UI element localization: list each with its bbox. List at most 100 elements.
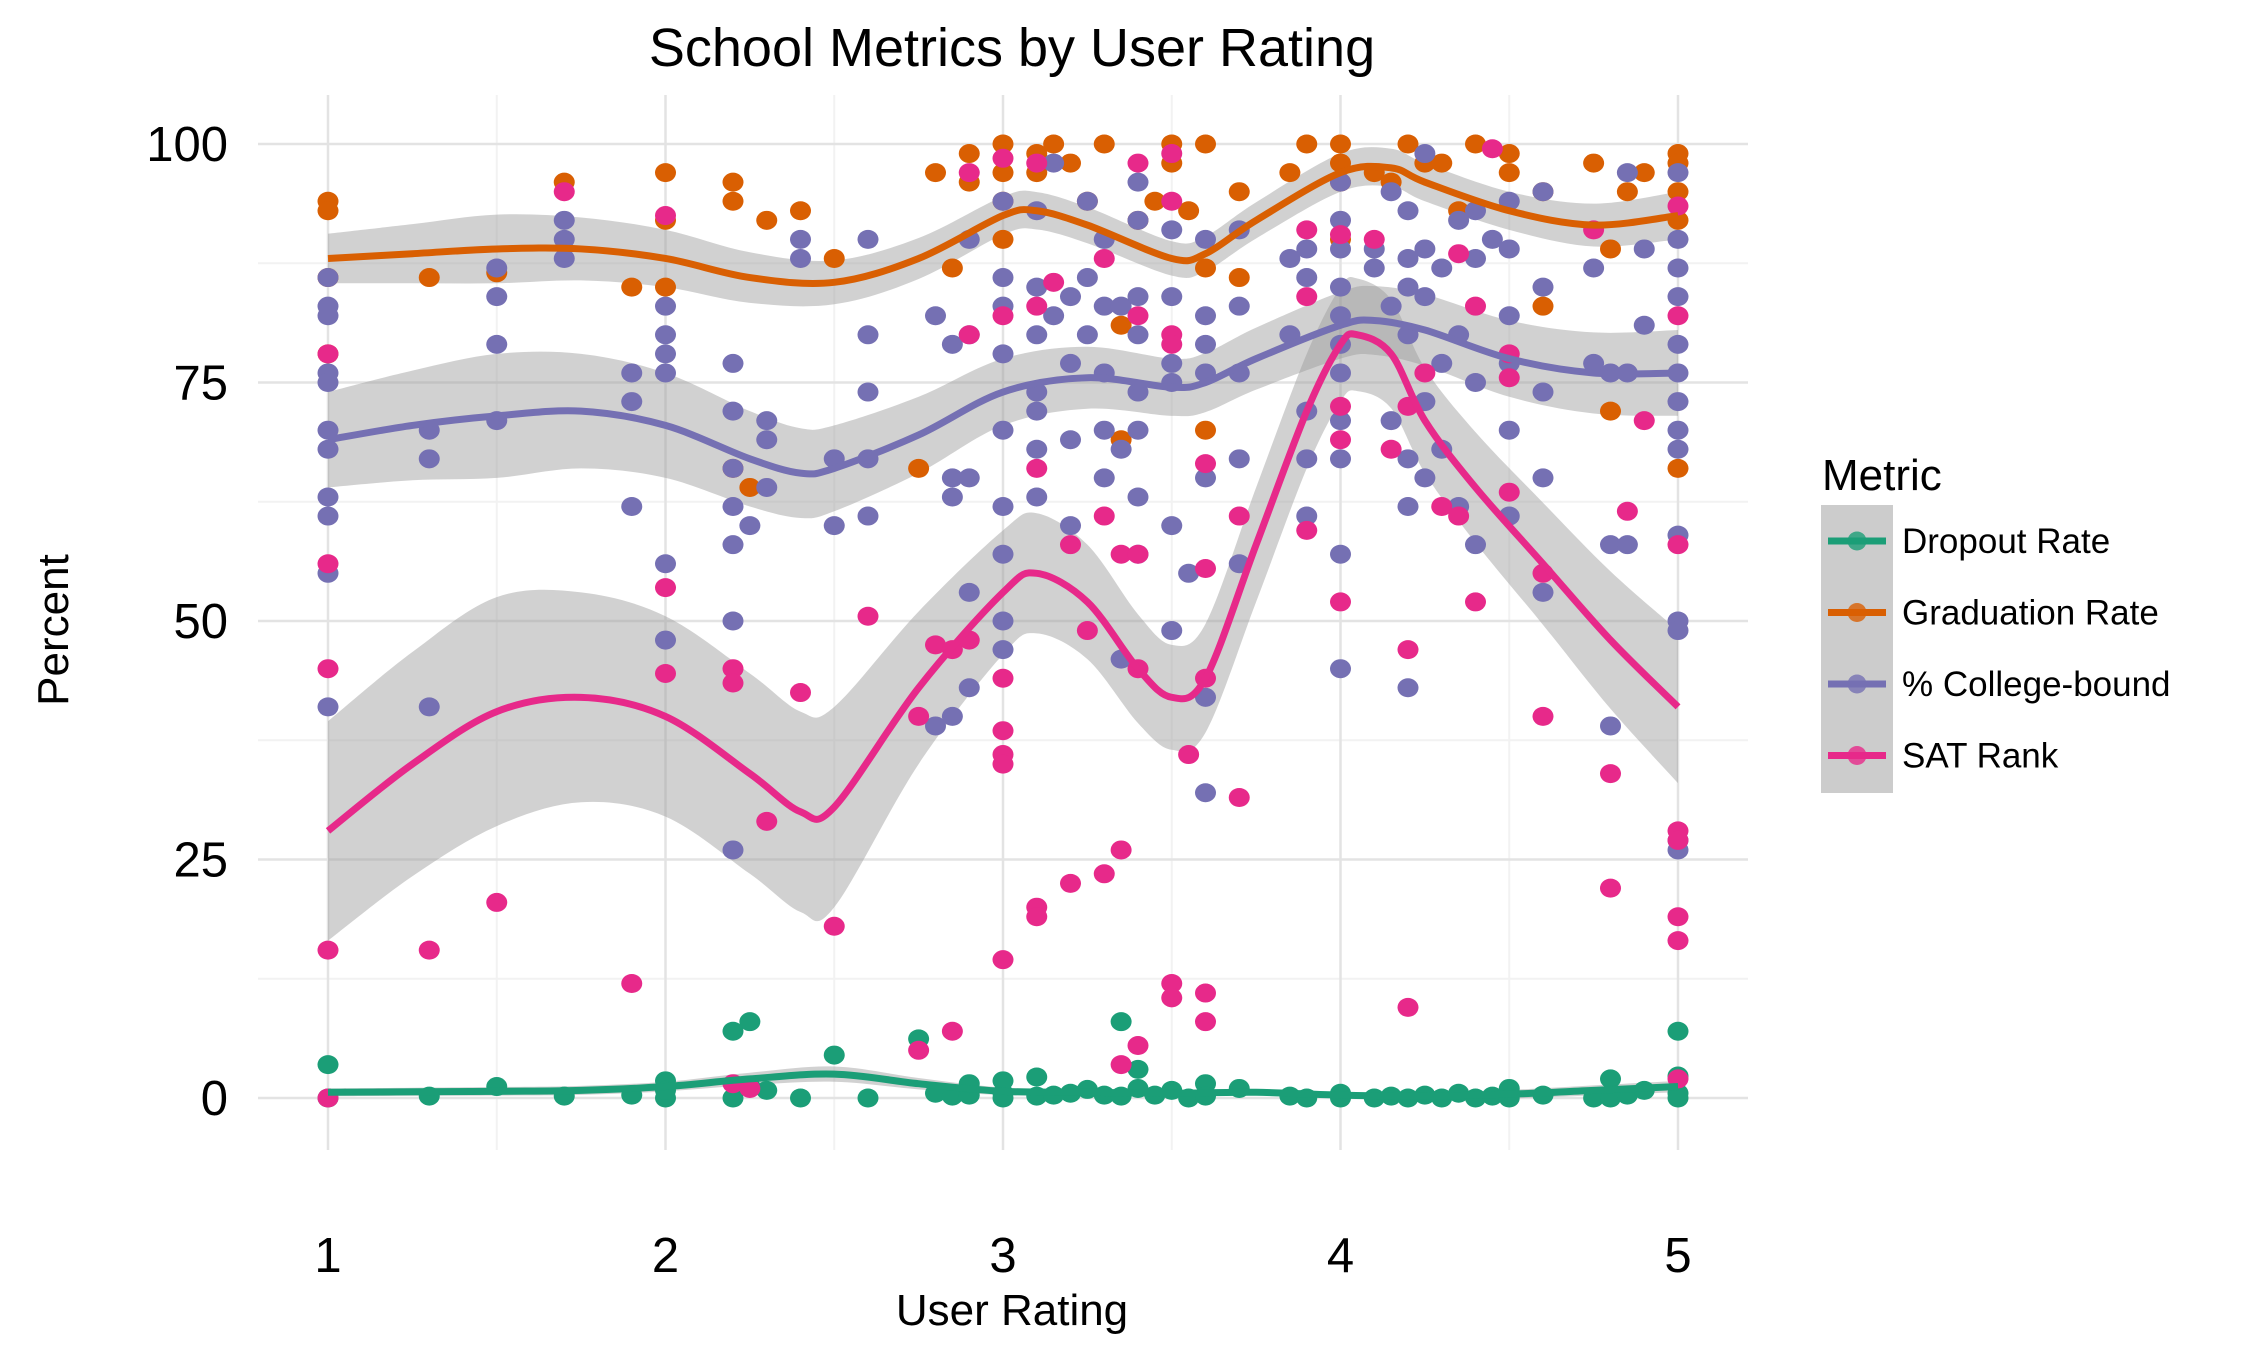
data-point (1296, 506, 1318, 526)
data-point (1532, 582, 1554, 602)
data-point (1498, 420, 1520, 440)
data-point (1667, 258, 1689, 278)
data-point (317, 306, 339, 326)
data-point (722, 1021, 744, 1041)
data-point (317, 268, 339, 288)
data-point (1093, 248, 1115, 268)
data-point (1616, 163, 1638, 183)
data-point (1026, 907, 1048, 927)
data-point (418, 697, 440, 717)
data-point (1633, 411, 1655, 431)
legend-label: % College-bound (1902, 665, 2171, 704)
data-point (1026, 277, 1048, 297)
y-tick-label: 75 (173, 357, 228, 411)
data-point (1397, 678, 1419, 698)
data-point (1498, 239, 1520, 259)
data-point (941, 334, 963, 354)
data-point (857, 606, 879, 626)
legend: Metric Dropout Rate Graduation Rate % Coll… (1821, 451, 2171, 793)
data-point (1431, 497, 1453, 517)
smooth-curves (325, 162, 1681, 1100)
data-point (1195, 306, 1216, 326)
data-point (1127, 306, 1149, 326)
data-point (908, 458, 930, 478)
data-point (722, 458, 744, 478)
data-point (1583, 153, 1605, 173)
data-point (1110, 1055, 1132, 1075)
data-point (722, 1088, 744, 1108)
data-point (1532, 468, 1554, 488)
data-point (941, 258, 963, 278)
data-point (1330, 363, 1351, 383)
data-point (790, 201, 811, 221)
data-point (1431, 353, 1453, 373)
smooth-line-sat-rank (325, 330, 1681, 834)
data-point (1161, 621, 1183, 641)
data-point (1093, 506, 1115, 526)
data-point (722, 673, 744, 693)
x-tick-label: 5 (1664, 1229, 1691, 1283)
data-point (655, 363, 676, 383)
data-point (1380, 439, 1402, 459)
data-point (1127, 153, 1149, 173)
data-point (941, 1021, 963, 1041)
data-point (958, 325, 980, 345)
data-point (1228, 506, 1250, 526)
data-point (1465, 248, 1486, 268)
data-point (992, 754, 1014, 774)
x-axis-title: User Rating (896, 1286, 1128, 1335)
data-point (1397, 497, 1419, 517)
data-point (1532, 277, 1554, 297)
data-point (1026, 439, 1048, 459)
data-point (992, 191, 1014, 211)
data-point (992, 950, 1014, 970)
data-point (553, 229, 575, 249)
data-point (992, 721, 1014, 741)
data-point (958, 144, 980, 164)
legend-point-swatch (1847, 531, 1867, 551)
data-point (1093, 296, 1115, 316)
data-point (756, 411, 778, 431)
data-point (1414, 239, 1436, 259)
data-point (1397, 449, 1419, 469)
data-point (655, 554, 676, 574)
data-point (1397, 997, 1419, 1017)
data-point (1026, 296, 1048, 316)
data-point (1161, 334, 1183, 354)
data-point (1380, 182, 1402, 202)
data-point (1481, 139, 1503, 159)
legend-item: SAT Rank (1828, 737, 2059, 776)
data-point (925, 306, 946, 326)
data-point (857, 325, 879, 345)
data-point (1228, 296, 1250, 316)
data-point (1532, 296, 1554, 316)
x-tick-label: 3 (989, 1229, 1016, 1283)
data-point (722, 497, 744, 517)
data-point (1279, 163, 1301, 183)
data-point (1498, 368, 1520, 388)
data-point (1380, 296, 1402, 316)
data-point (958, 468, 980, 488)
data-point (1616, 501, 1638, 521)
data-point (1161, 220, 1183, 240)
data-point (1431, 258, 1453, 278)
data-point (1330, 239, 1351, 259)
data-point (1195, 468, 1216, 488)
data-point (1195, 229, 1216, 249)
data-point (1026, 325, 1048, 345)
data-point (317, 420, 339, 440)
data-point (1076, 621, 1098, 641)
data-point (1296, 449, 1318, 469)
data-point (756, 430, 778, 450)
data-point (1330, 134, 1351, 154)
data-point (1616, 182, 1638, 202)
smooth-line-graduation-rate (327, 162, 1679, 287)
data-point (1161, 144, 1183, 164)
legend-item: Dropout Rate (1828, 522, 2110, 561)
data-point (1465, 134, 1486, 154)
data-point (1600, 764, 1621, 784)
data-point (1330, 210, 1351, 230)
data-point (1667, 458, 1689, 478)
data-point (823, 916, 845, 936)
data-point (925, 716, 946, 736)
